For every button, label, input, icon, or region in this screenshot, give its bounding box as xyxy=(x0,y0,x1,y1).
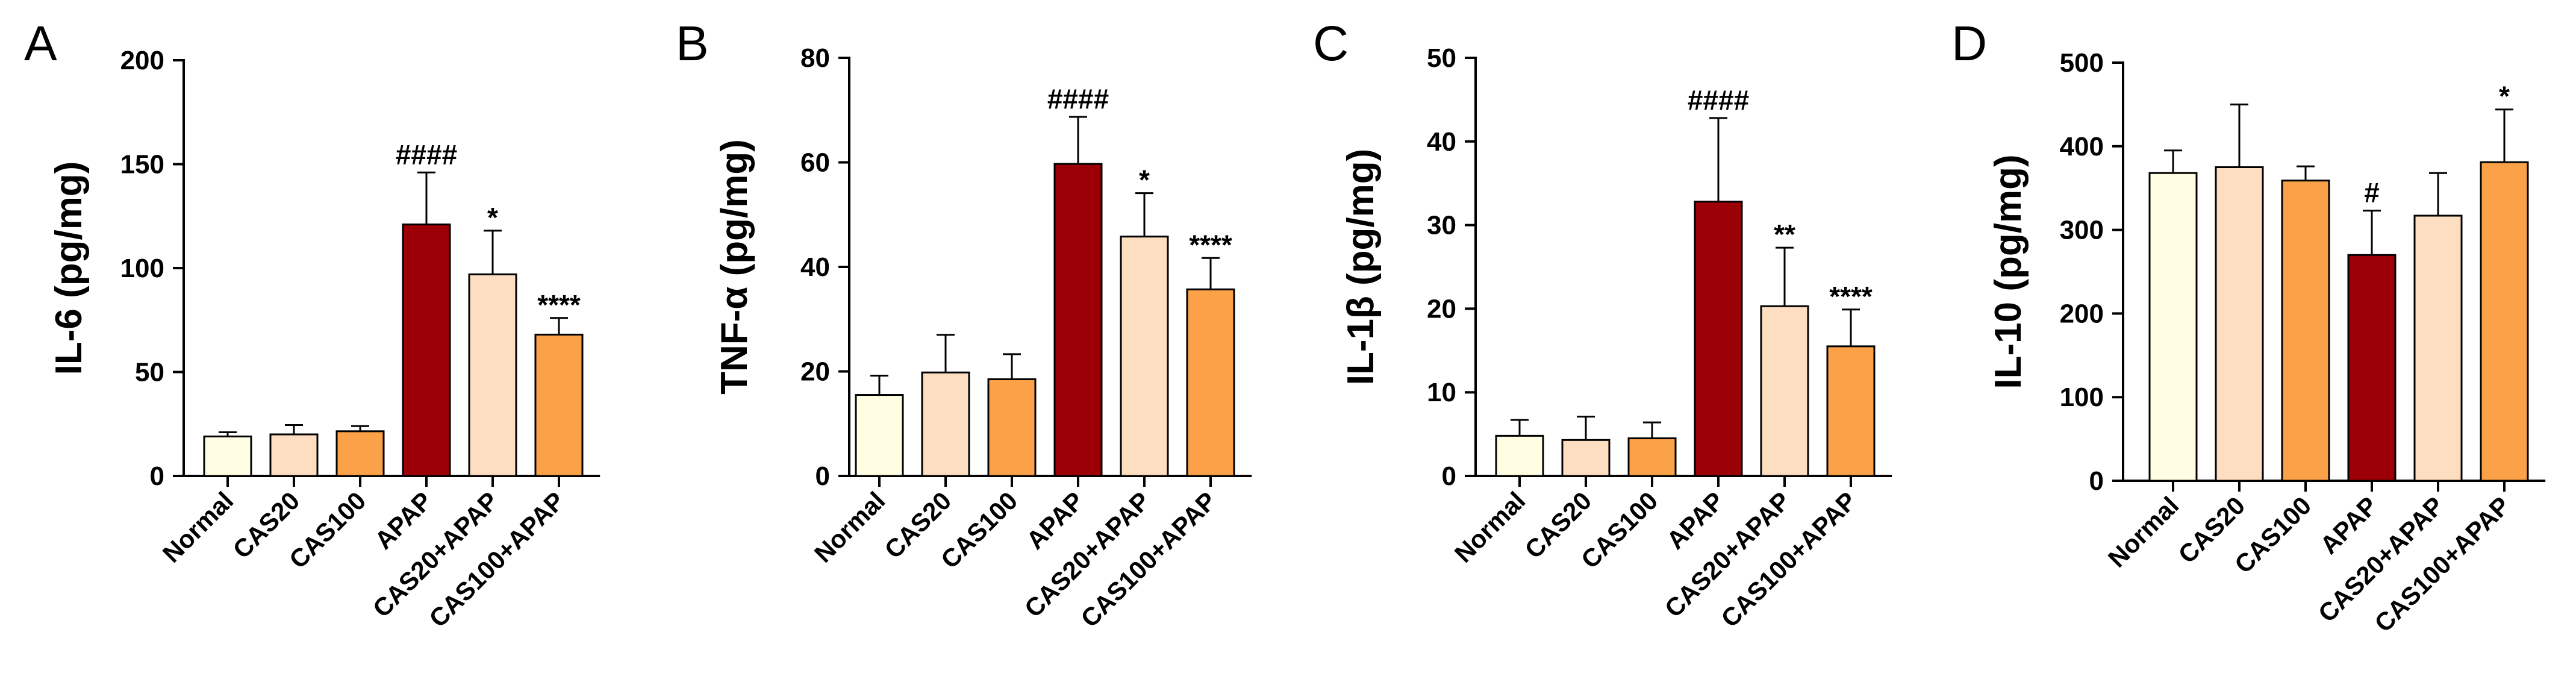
bar-cas20 xyxy=(2215,166,2264,482)
y-tick-label: 300 xyxy=(2060,216,2104,245)
y-tick-label: 30 xyxy=(1427,211,1456,240)
significance-marker: * xyxy=(1139,164,1150,196)
bar-apap xyxy=(1694,201,1743,477)
category-label: Normal xyxy=(157,486,239,568)
significance-marker: **** xyxy=(1829,281,1873,312)
y-tick-label: 50 xyxy=(135,358,164,387)
bar-cas20-apap xyxy=(1120,236,1169,477)
y-tick-label: 10 xyxy=(1427,378,1456,407)
y-tick-label: 40 xyxy=(1427,127,1456,157)
bar-cas100 xyxy=(987,378,1037,477)
y-tick-label: 100 xyxy=(120,254,164,283)
y-tick-label: 100 xyxy=(2060,383,2104,412)
bar-apap xyxy=(1053,163,1103,477)
y-tick-label: 200 xyxy=(120,46,164,75)
y-tick-label: 0 xyxy=(150,461,164,491)
bar-cas20-apap xyxy=(2413,214,2463,482)
significance-marker: #### xyxy=(1047,83,1109,114)
panel-letter: C xyxy=(1313,16,1349,71)
significance-marker: **** xyxy=(537,289,581,321)
y-tick-label: 50 xyxy=(1427,43,1456,73)
y-axis-label: IL-1β (pg/mg) xyxy=(1340,149,1382,386)
bar-normal xyxy=(855,394,904,477)
category-label: Normal xyxy=(1449,486,1531,568)
y-tick-label: 0 xyxy=(2089,466,2104,496)
y-tick-label: 40 xyxy=(800,252,830,282)
bar-cas100-apap xyxy=(1186,288,1235,477)
category-label: Normal xyxy=(2103,491,2185,573)
y-tick-label: 0 xyxy=(1442,461,1456,491)
y-axis-label: IL-6 (pg/mg) xyxy=(48,161,90,375)
significance-marker: #### xyxy=(1688,84,1749,116)
panel-letter: B xyxy=(676,16,709,71)
bar-normal xyxy=(203,435,252,477)
category-label: Normal xyxy=(809,486,891,568)
significance-marker: # xyxy=(2364,177,2380,208)
y-tick-label: 0 xyxy=(816,461,830,491)
y-tick-label: 400 xyxy=(2060,132,2104,161)
bar-apap xyxy=(402,224,451,477)
panel-letter: D xyxy=(1951,16,1987,71)
panel-A: AIL-6 (pg/mg)050100150200NormalCAS20CAS1… xyxy=(24,16,600,633)
bar-cas100 xyxy=(335,430,385,477)
panel-D: DIL-10 (pg/mg)0100200300400500NormalCAS2… xyxy=(1951,16,2546,637)
bar-normal xyxy=(1495,434,1544,477)
significance-marker: #### xyxy=(396,139,457,170)
bar-cas20 xyxy=(269,433,319,477)
y-tick-label: 150 xyxy=(120,150,164,180)
bar-cas100 xyxy=(2281,180,2330,482)
bar-cas20 xyxy=(1561,439,1611,477)
bar-normal xyxy=(2148,172,2198,482)
bar-cas20-apap xyxy=(468,273,517,477)
y-axis-label: IL-10 (pg/mg) xyxy=(1988,154,2029,389)
bar-cas20 xyxy=(921,371,970,477)
y-tick-label: 20 xyxy=(800,357,830,387)
significance-marker: * xyxy=(2499,81,2510,112)
significance-marker: **** xyxy=(1189,229,1232,260)
y-tick-label: 500 xyxy=(2060,48,2104,78)
bar-cas100-apap xyxy=(534,333,584,477)
bar-apap xyxy=(2347,254,2397,482)
y-tick-label: 20 xyxy=(1427,294,1456,324)
y-axis-label: TNF-α (pg/mg) xyxy=(714,139,755,395)
bar-cas100 xyxy=(1627,437,1677,477)
significance-marker: * xyxy=(487,202,498,233)
y-tick-label: 200 xyxy=(2060,299,2104,328)
significance-marker: ** xyxy=(1774,219,1795,250)
bar-cas20-apap xyxy=(1760,305,1809,477)
panel-C: CIL-1β (pg/mg)01020304050NormalCAS20CAS1… xyxy=(1313,16,1892,633)
y-tick-label: 80 xyxy=(800,43,830,73)
panel-letter: A xyxy=(24,16,57,71)
bar-cas100-apap xyxy=(2480,161,2529,482)
bar-cas100-apap xyxy=(1826,345,1876,477)
y-tick-label: 60 xyxy=(800,148,830,178)
